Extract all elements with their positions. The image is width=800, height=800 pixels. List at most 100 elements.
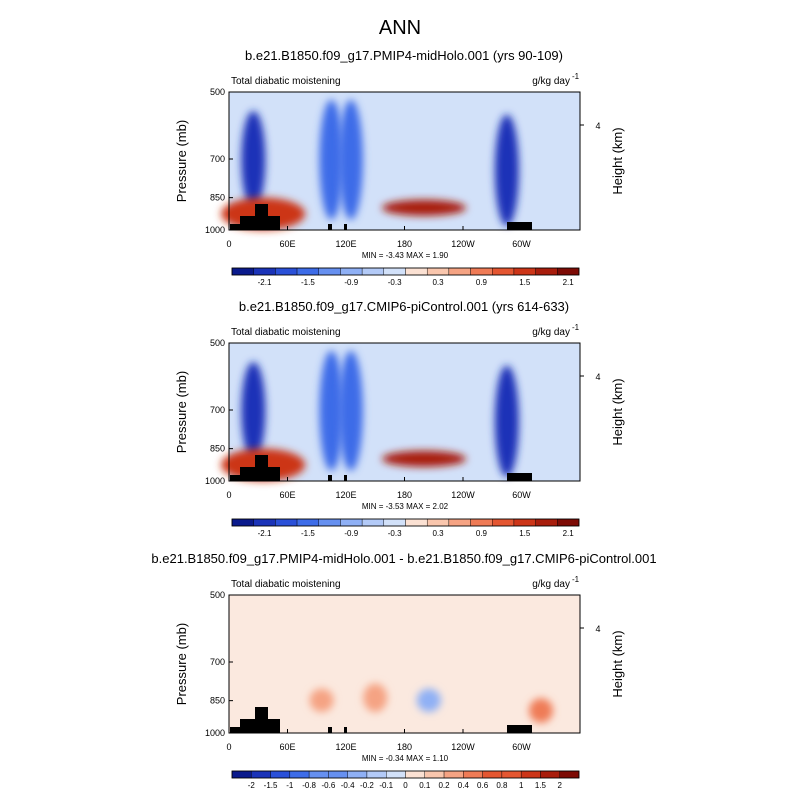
variable-label: Total diabatic moistening <box>231 327 341 338</box>
colorbar-label: 0.9 <box>476 529 488 538</box>
topography-mask <box>240 719 255 733</box>
colorbar-swatch <box>328 770 348 779</box>
units-exponent: -1 <box>572 72 580 81</box>
colorbar-label: 0.6 <box>477 781 489 790</box>
field-feature-drying <box>338 99 363 220</box>
colorbar-label: 1.5 <box>535 781 547 790</box>
field-feature-drying <box>241 361 266 461</box>
colorbar-swatch <box>470 518 493 527</box>
colorbar-swatch <box>308 770 329 779</box>
colorbar-swatch <box>340 267 363 276</box>
y-tick-label: 700 <box>210 405 225 415</box>
x-tick-label: 60W <box>512 742 531 752</box>
field-feature-moistening <box>529 698 553 723</box>
colorbar-swatch <box>296 518 319 527</box>
panel-title: b.e21.B1850.f09_g17.PMIP4-midHolo.001 - … <box>151 551 656 566</box>
colorbar-label: -1.5 <box>264 781 278 790</box>
colorbar-swatch <box>443 770 464 779</box>
y-axis-right-title: Height (km) <box>610 378 625 445</box>
y-tick-label: 850 <box>210 444 225 454</box>
right-tick-label: 4 <box>595 372 600 382</box>
colorbar-swatch <box>318 267 341 276</box>
topography-mask <box>230 475 240 481</box>
field-feature-moistening <box>309 688 334 713</box>
colorbar-label: -0.3 <box>388 278 402 287</box>
colorbar-label: -0.9 <box>344 529 358 538</box>
y-tick-label: 500 <box>210 338 225 348</box>
x-tick-label: 60E <box>279 742 295 752</box>
colorbar-swatch <box>448 267 471 276</box>
colorbar-label: -1.5 <box>301 529 315 538</box>
right-tick-label: 4 <box>595 624 600 634</box>
x-tick-label: 180 <box>397 490 412 500</box>
x-tick-label: 120W <box>451 490 475 500</box>
colorbar-label: 0.3 <box>432 529 444 538</box>
colorbar-label: -1.5 <box>301 278 315 287</box>
field-feature-drying <box>338 350 363 471</box>
colorbar-swatch <box>559 770 580 779</box>
colorbar-swatch <box>361 518 385 527</box>
min-max-text: MIN = -3.53 MAX = 2.02 <box>362 502 449 511</box>
colorbar-swatch <box>231 518 254 527</box>
min-max-text: MIN = -3.43 MAX = 1.90 <box>362 251 449 260</box>
colorbar-label: 1 <box>519 781 524 790</box>
topography-mask <box>507 473 532 481</box>
y-tick-label: 1000 <box>205 225 225 235</box>
y-axis-right-title: Height (km) <box>610 630 625 697</box>
topography-mask <box>230 727 240 733</box>
colorbar-swatch <box>557 518 580 527</box>
variable-label: Total diabatic moistening <box>231 579 341 590</box>
colorbar-label: -0.9 <box>344 278 358 287</box>
colorbar-label: 0.8 <box>496 781 508 790</box>
colorbar-label: -1 <box>286 781 294 790</box>
colorbar-label: 2.1 <box>563 278 575 287</box>
x-tick-label: 120E <box>335 490 356 500</box>
colorbar-swatch <box>540 770 560 779</box>
colorbar-swatch <box>405 518 428 527</box>
colorbar-swatch <box>426 518 450 527</box>
colorbar-swatch <box>513 267 536 276</box>
colorbar-swatch <box>463 770 483 779</box>
colorbar-swatch <box>275 267 298 276</box>
colorbar-swatch <box>340 518 363 527</box>
field-feature-moistening <box>382 199 466 216</box>
x-tick-label: 120W <box>451 742 475 752</box>
colorbar-frame <box>231 267 580 276</box>
field-feature-drying <box>241 110 266 210</box>
panel-3: b.e21.B1850.f09_g17.PMIP4-midHolo.001 - … <box>151 551 656 790</box>
x-tick-label: 60E <box>279 239 295 249</box>
topography-mask <box>230 224 240 230</box>
y-tick-label: 850 <box>210 696 225 706</box>
colorbar-swatch <box>520 770 541 779</box>
x-tick-label: 60W <box>512 490 531 500</box>
colorbar-swatch <box>405 770 425 779</box>
colorbar-label: 1.5 <box>519 529 531 538</box>
colorbar-label: 0.9 <box>476 278 488 287</box>
y-axis-title: Pressure (mb) <box>174 623 189 705</box>
x-tick-label: 120E <box>335 742 356 752</box>
field-feature-drying <box>319 350 344 471</box>
colorbar-swatch <box>270 770 291 779</box>
colorbar-frame <box>231 518 580 527</box>
field-feature-moistening <box>382 450 466 467</box>
panel-title: b.e21.B1850.f09_g17.CMIP6-piControl.001 … <box>239 299 569 314</box>
colorbar-swatch <box>501 770 522 779</box>
colorbar-swatch <box>535 518 558 527</box>
topography-mask <box>268 216 280 230</box>
y-axis-right-title: Height (km) <box>610 127 625 194</box>
colorbar-swatch <box>470 267 493 276</box>
topography-mask <box>255 455 268 481</box>
colorbar-swatch <box>386 770 406 779</box>
colorbar-label: -0.8 <box>302 781 316 790</box>
topography-mask <box>240 216 255 230</box>
x-tick-label: 60E <box>279 490 295 500</box>
field-background <box>229 595 580 733</box>
panel-2: b.e21.B1850.f09_g17.CMIP6-piControl.001 … <box>174 299 625 538</box>
topography-mask <box>328 224 332 230</box>
field-feature-drying <box>416 688 441 713</box>
colorbar-swatch <box>231 770 252 779</box>
x-tick-label: 0 <box>226 239 231 249</box>
figure-title: ANN <box>379 17 421 39</box>
colorbar-label: -0.4 <box>341 781 355 790</box>
